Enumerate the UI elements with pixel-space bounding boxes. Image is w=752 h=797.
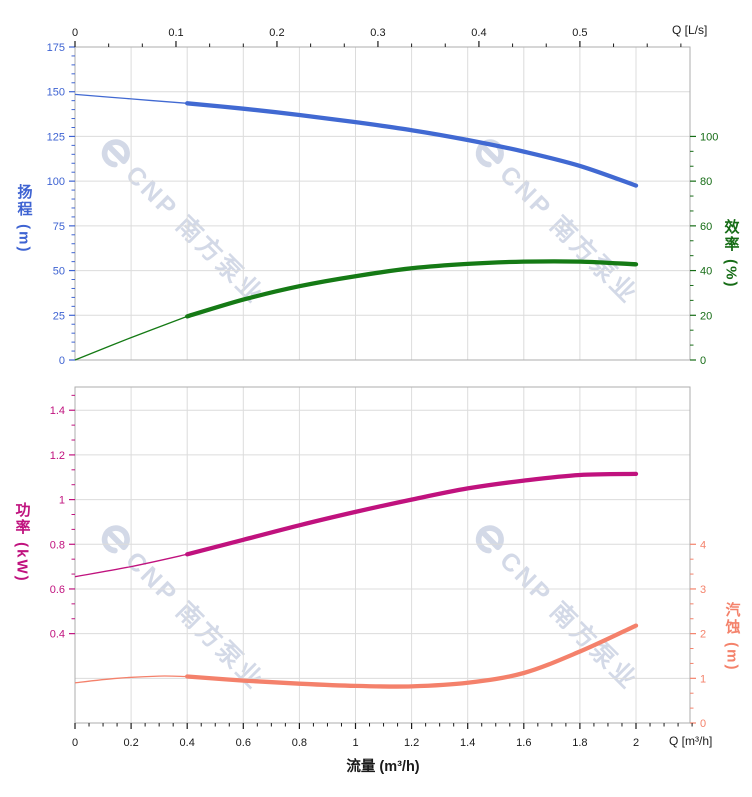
panel-borders [74, 46, 691, 724]
svg-text:100: 100 [47, 176, 65, 188]
efficiency-curve [74, 259, 639, 361]
svg-text:0: 0 [72, 737, 78, 749]
efficiency-axis: 0 20 40 60 80 100 [690, 131, 718, 367]
svg-text:0.4: 0.4 [50, 629, 65, 641]
svg-text:60: 60 [700, 221, 712, 233]
efficiency-axis-title: 效率 (%) [722, 219, 740, 289]
svg-text:175: 175 [47, 42, 65, 54]
svg-text:2: 2 [700, 629, 706, 641]
svg-text:150: 150 [47, 87, 65, 99]
svg-text:0.4: 0.4 [471, 27, 486, 39]
svg-text:4: 4 [700, 539, 706, 551]
svg-text:1.6: 1.6 [516, 737, 531, 749]
flow-axis-title: 流量 (m³/h) [346, 759, 420, 775]
cnp-logo-icon [101, 139, 130, 168]
svg-text:1.2: 1.2 [404, 737, 419, 749]
top-x-axis: 0 0.1 0.2 0.3 0.4 0.5 [72, 27, 682, 47]
svg-text:1.4: 1.4 [50, 405, 65, 417]
svg-text:0.4: 0.4 [180, 737, 195, 749]
npsh-axis: 0 1 2 3 4 [690, 539, 706, 730]
svg-text:0.8: 0.8 [50, 539, 65, 551]
svg-text:0.2: 0.2 [269, 27, 284, 39]
svg-text:0: 0 [700, 718, 706, 730]
svg-text:0.3: 0.3 [370, 27, 385, 39]
bottom-axis-unit-label: Q [m³/h] [669, 734, 713, 748]
svg-text:25: 25 [53, 310, 65, 322]
watermark-top-left: CNP 南方泵业 [93, 130, 274, 311]
head-axis: 0 25 50 75 100 125 150 175 [47, 42, 75, 367]
svg-text:80: 80 [700, 176, 712, 188]
head-curve [74, 93, 639, 188]
npsh-curve [74, 623, 639, 689]
svg-text:0.2: 0.2 [123, 737, 138, 749]
gridlines [75, 47, 690, 723]
svg-text:0.1: 0.1 [168, 27, 183, 39]
power-curve [74, 471, 639, 578]
svg-text:3: 3 [700, 584, 706, 596]
svg-text:1: 1 [59, 495, 65, 507]
svg-text:40: 40 [700, 266, 712, 278]
power-axis: 0.4 0.6 0.8 1 1.2 1.4 [50, 394, 75, 641]
svg-text:75: 75 [53, 221, 65, 233]
svg-text:1.8: 1.8 [572, 737, 587, 749]
svg-text:0: 0 [700, 355, 706, 367]
svg-text:0.5: 0.5 [572, 27, 587, 39]
svg-text:125: 125 [47, 131, 65, 143]
npsh-axis-title: 汽蚀 (m) [723, 602, 741, 672]
svg-text:0.8: 0.8 [292, 737, 307, 749]
svg-text:1.2: 1.2 [50, 450, 65, 462]
power-axis-title: 功率 (kW) [13, 502, 31, 583]
head-axis-title: 扬程 (m) [15, 184, 33, 254]
svg-text:1: 1 [352, 737, 358, 749]
svg-text:50: 50 [53, 266, 65, 278]
top-axis-unit-label: Q [L/s] [672, 23, 708, 37]
svg-text:20: 20 [700, 310, 712, 322]
svg-text:0.6: 0.6 [236, 737, 251, 749]
svg-text:0.6: 0.6 [50, 584, 65, 596]
svg-text:1: 1 [700, 673, 706, 685]
svg-text:1.4: 1.4 [460, 737, 475, 749]
bottom-x-axis: 0 0.2 0.4 0.6 0.8 1 1.2 1.4 1.6 1.8 2 [72, 723, 693, 749]
svg-text:2: 2 [633, 737, 639, 749]
svg-text:0: 0 [59, 355, 65, 367]
svg-text:0: 0 [72, 27, 78, 39]
svg-text:100: 100 [700, 131, 718, 143]
